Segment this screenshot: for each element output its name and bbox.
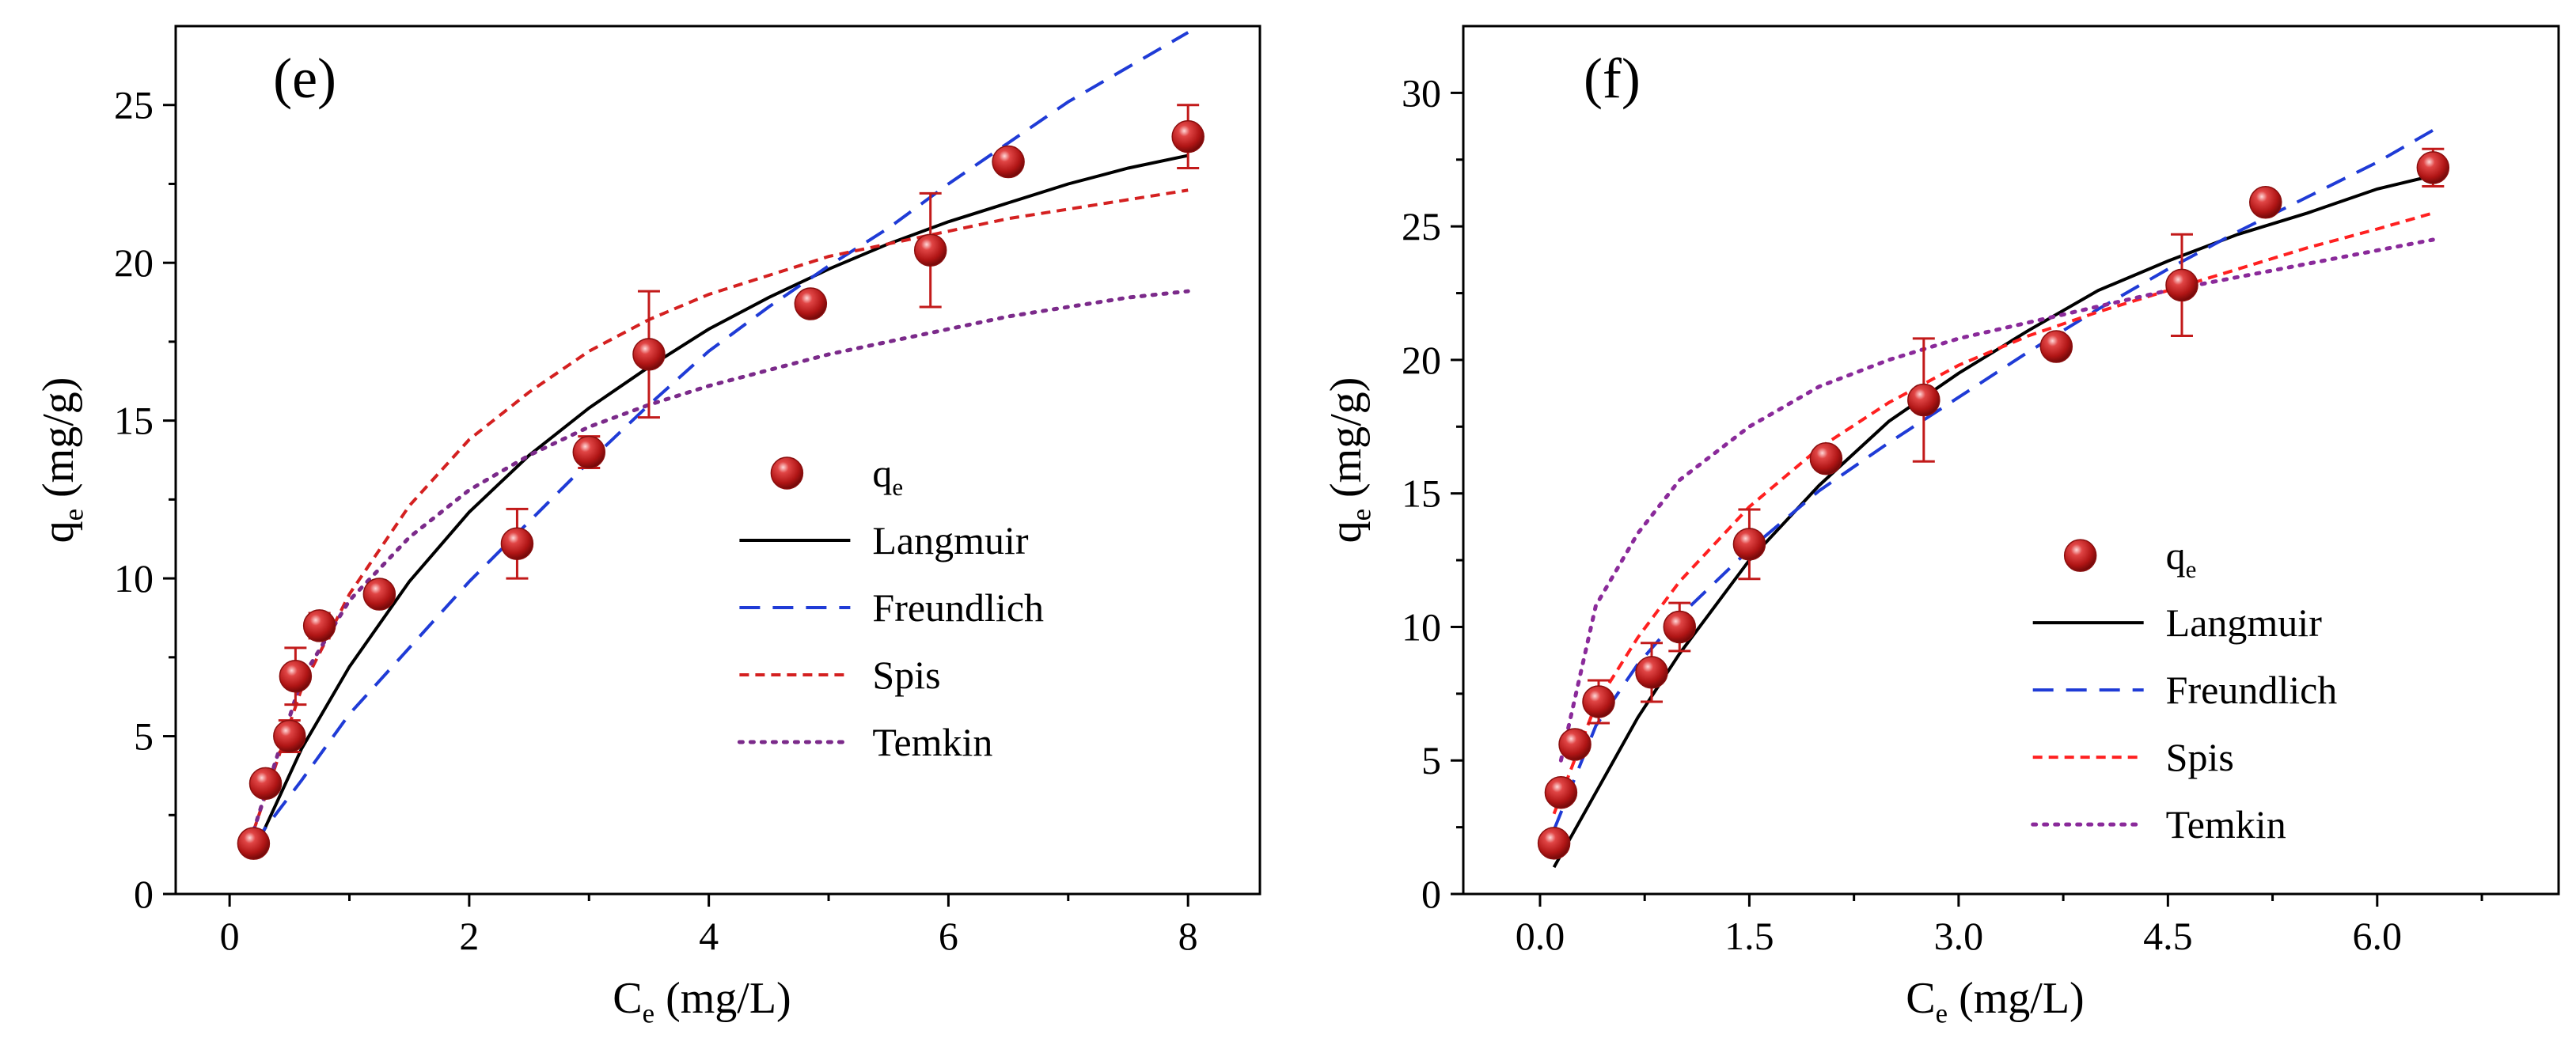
- chart-panel-e: 0 2 4 6 8 0 5 10 15 20 25 Ce (mg/L) qe (mg/g) (e) qe La…: [34, 25, 1261, 1028]
- y-tick-label: 5: [134, 714, 154, 759]
- y-tick-label: 10: [1402, 604, 1441, 649]
- legend-label-qe: qe: [2166, 533, 2197, 583]
- y-tick-label: 20: [1402, 338, 1441, 382]
- data-point: [1582, 685, 1615, 718]
- data-point: [1635, 656, 1668, 689]
- data-point: [362, 578, 396, 611]
- x-tick-label: 4.5: [2143, 914, 2193, 958]
- data-point: [1907, 383, 1941, 417]
- x-tick-label: 8: [1178, 914, 1198, 958]
- legend-label-qe: qe: [872, 451, 903, 501]
- x-tick-label: 6: [939, 914, 958, 958]
- legend-marker-qe: [2063, 539, 2097, 572]
- legend-label-langmuir: Langmuir: [872, 518, 1029, 562]
- data-point: [992, 145, 1025, 179]
- legend-label-freundlich: Freundlich: [872, 585, 1044, 630]
- data-point: [2416, 151, 2450, 184]
- series-freundlich-curve: [252, 31, 1189, 845]
- data-point: [913, 233, 947, 267]
- legend-label-temkin: Temkin: [2166, 802, 2286, 847]
- data-point: [2249, 186, 2282, 219]
- y-tick-label: 15: [1402, 472, 1441, 516]
- series-spis-curve: [252, 188, 1189, 831]
- x-tick-label: 2: [459, 914, 479, 958]
- y-tick-label: 20: [114, 241, 154, 285]
- data-point: [273, 719, 306, 753]
- y-tick-label: 10: [114, 556, 154, 600]
- y-tick-label: 0: [134, 872, 154, 916]
- plot-frame: [1462, 25, 2560, 896]
- series-spis-curve: [1552, 211, 2434, 815]
- data-point: [1537, 827, 1571, 860]
- y-tick-label: 5: [1421, 738, 1441, 782]
- legend-label-temkin: Temkin: [872, 720, 992, 764]
- panel-label: (e): [273, 47, 336, 110]
- legend-label-freundlich: Freundlich: [2166, 668, 2338, 712]
- y-tick-label: 15: [114, 399, 154, 443]
- data-point: [1732, 528, 1766, 561]
- series-freundlich-curve: [1552, 128, 2434, 831]
- y-tick-label: 0: [1421, 872, 1441, 916]
- panel-label: (f): [1584, 47, 1641, 110]
- data-point: [632, 338, 666, 371]
- series-temkin-curve: [251, 289, 1190, 833]
- data-point: [279, 660, 313, 693]
- y-tick-label: 30: [1402, 70, 1441, 115]
- x-tick-label: 6.0: [2353, 914, 2403, 958]
- data-point: [248, 767, 283, 801]
- data-point: [572, 435, 606, 469]
- data-point: [500, 527, 534, 560]
- series-langmuir-curve: [1552, 174, 2434, 869]
- data-point: [2039, 330, 2073, 363]
- x-axis-title: Ce (mg/L): [1906, 974, 2084, 1028]
- data-point: [794, 287, 828, 320]
- y-axis-title: qe (mg/g): [34, 377, 89, 544]
- data-point: [302, 609, 336, 642]
- x-tick-label: 4: [699, 914, 719, 958]
- data-point: [2165, 268, 2199, 302]
- legend-label-spis: Spis: [2166, 735, 2234, 779]
- plot-frame: [174, 25, 1261, 896]
- data-point: [237, 827, 271, 860]
- x-tick-label: 3.0: [1934, 914, 1984, 958]
- legend: qe Langmuir Freundlich Spis Temkin: [737, 451, 1044, 764]
- legend-marker-qe: [770, 456, 804, 490]
- y-tick-label: 25: [114, 83, 154, 127]
- legend: qe Langmuir Freundlich Spis Temkin: [2031, 533, 2338, 847]
- x-tick-label: 0: [220, 914, 240, 958]
- data-point: [1809, 442, 1843, 475]
- y-axis-title: qe (mg/g): [1322, 377, 1376, 544]
- data-point: [1171, 119, 1205, 153]
- legend-label-spis: Spis: [872, 653, 940, 697]
- x-tick-label: 1.5: [1724, 914, 1774, 958]
- data-point: [1544, 775, 1578, 809]
- chart-panel-f: 0.0 1.5 3.0 4.5 6.0 0 5 10 15 20 25 30 Ce (mg/L) qe (…: [1322, 25, 2560, 1028]
- legend-label-langmuir: Langmuir: [2166, 600, 2323, 645]
- data-point: [1558, 728, 1592, 761]
- series-langmuir-curve: [252, 153, 1189, 854]
- x-tick-label: 0.0: [1516, 914, 1565, 958]
- x-axis-title: Ce (mg/L): [613, 974, 791, 1028]
- y-tick-label: 25: [1402, 204, 1441, 248]
- series-temkin-curve: [1558, 237, 2435, 763]
- data-point: [1663, 610, 1697, 644]
